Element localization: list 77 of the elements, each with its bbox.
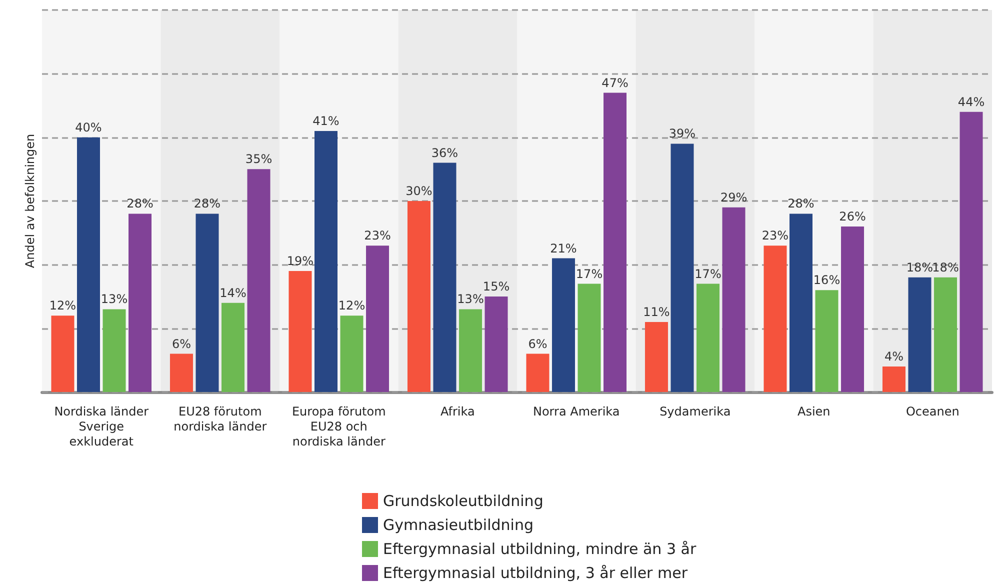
bar bbox=[722, 207, 746, 392]
bar bbox=[340, 316, 364, 392]
data-label: 12% bbox=[338, 298, 366, 313]
data-label: 26% bbox=[839, 209, 866, 224]
legend-label: Eftergymnasial utbildning, mindre än 3 år bbox=[383, 540, 697, 558]
bar bbox=[128, 214, 152, 392]
data-label: 47% bbox=[602, 76, 628, 90]
bar bbox=[288, 271, 312, 392]
data-label: 23% bbox=[364, 228, 391, 243]
bar bbox=[222, 302, 245, 392]
bar bbox=[407, 201, 430, 392]
bar bbox=[789, 214, 812, 392]
data-label: 18% bbox=[932, 260, 959, 274]
bar bbox=[170, 354, 193, 392]
data-label: 36% bbox=[431, 146, 458, 160]
data-label: 15% bbox=[482, 280, 510, 294]
data-label: 28% bbox=[126, 196, 154, 211]
legend-label: Grundskoleutbildning bbox=[383, 492, 544, 510]
data-label: 16% bbox=[813, 273, 840, 288]
x-tick-label: Afrika bbox=[440, 404, 475, 418]
bar bbox=[644, 322, 668, 392]
data-label: 4% bbox=[884, 350, 904, 364]
bar bbox=[670, 144, 694, 392]
bar bbox=[247, 169, 270, 392]
bar bbox=[102, 309, 126, 392]
x-tick-label: Norra Amerika bbox=[532, 404, 620, 418]
data-label: 35% bbox=[245, 152, 272, 166]
bar bbox=[908, 277, 932, 392]
x-tick-label: Europa förutom EU28 och nordiska länder bbox=[292, 404, 386, 448]
data-label: 12% bbox=[49, 298, 76, 313]
bar bbox=[882, 366, 906, 392]
data-label: 11% bbox=[643, 304, 670, 319]
data-label: 29% bbox=[720, 190, 748, 204]
data-label: 17% bbox=[694, 266, 722, 281]
bar bbox=[960, 112, 983, 392]
x-tick-label: Sydamerika bbox=[660, 404, 731, 418]
bar bbox=[696, 284, 720, 392]
bar bbox=[51, 316, 74, 392]
y-axis-title: Andel av befolkningen bbox=[23, 134, 37, 268]
bar bbox=[526, 354, 550, 392]
legend-label: Gymnasieutbildning bbox=[383, 516, 534, 534]
bar bbox=[76, 137, 100, 392]
data-label: 17% bbox=[576, 266, 603, 281]
data-label: 40% bbox=[75, 120, 102, 134]
bar bbox=[934, 277, 958, 392]
x-tick-label: EU28 förutom nordiska länder bbox=[174, 404, 267, 434]
data-label: 6% bbox=[528, 336, 548, 351]
bar bbox=[459, 309, 482, 392]
data-label: 28% bbox=[194, 196, 221, 211]
data-label: 6% bbox=[172, 336, 192, 351]
bar bbox=[604, 92, 627, 392]
x-tick-label: Oceanen bbox=[906, 404, 960, 418]
bar bbox=[433, 162, 456, 392]
data-label: 30% bbox=[406, 184, 432, 198]
bar bbox=[196, 214, 219, 392]
bar bbox=[578, 284, 601, 392]
data-label: 21% bbox=[550, 241, 577, 256]
data-label: 44% bbox=[958, 94, 985, 109]
x-tick-label: Asien bbox=[797, 404, 830, 418]
bar bbox=[314, 130, 338, 392]
bar bbox=[815, 290, 838, 392]
legend-label: Eftergymnasial utbildning, 3 år eller mer bbox=[383, 564, 688, 582]
data-label: 41% bbox=[312, 114, 340, 128]
bar bbox=[366, 246, 390, 392]
data-label: 14% bbox=[220, 286, 246, 300]
bar bbox=[552, 258, 575, 392]
data-label: 19% bbox=[286, 254, 314, 268]
bar bbox=[764, 246, 787, 392]
bar bbox=[841, 226, 864, 392]
data-label: 28% bbox=[788, 196, 814, 211]
data-label: 23% bbox=[762, 228, 789, 243]
data-label: 39% bbox=[668, 126, 696, 141]
data-label: 13% bbox=[457, 292, 484, 306]
x-tick-label: Nordiska länder Sverige exkluderat bbox=[54, 404, 149, 448]
data-label: 13% bbox=[100, 292, 128, 306]
data-label: 18% bbox=[906, 260, 934, 274]
bar bbox=[484, 296, 508, 392]
